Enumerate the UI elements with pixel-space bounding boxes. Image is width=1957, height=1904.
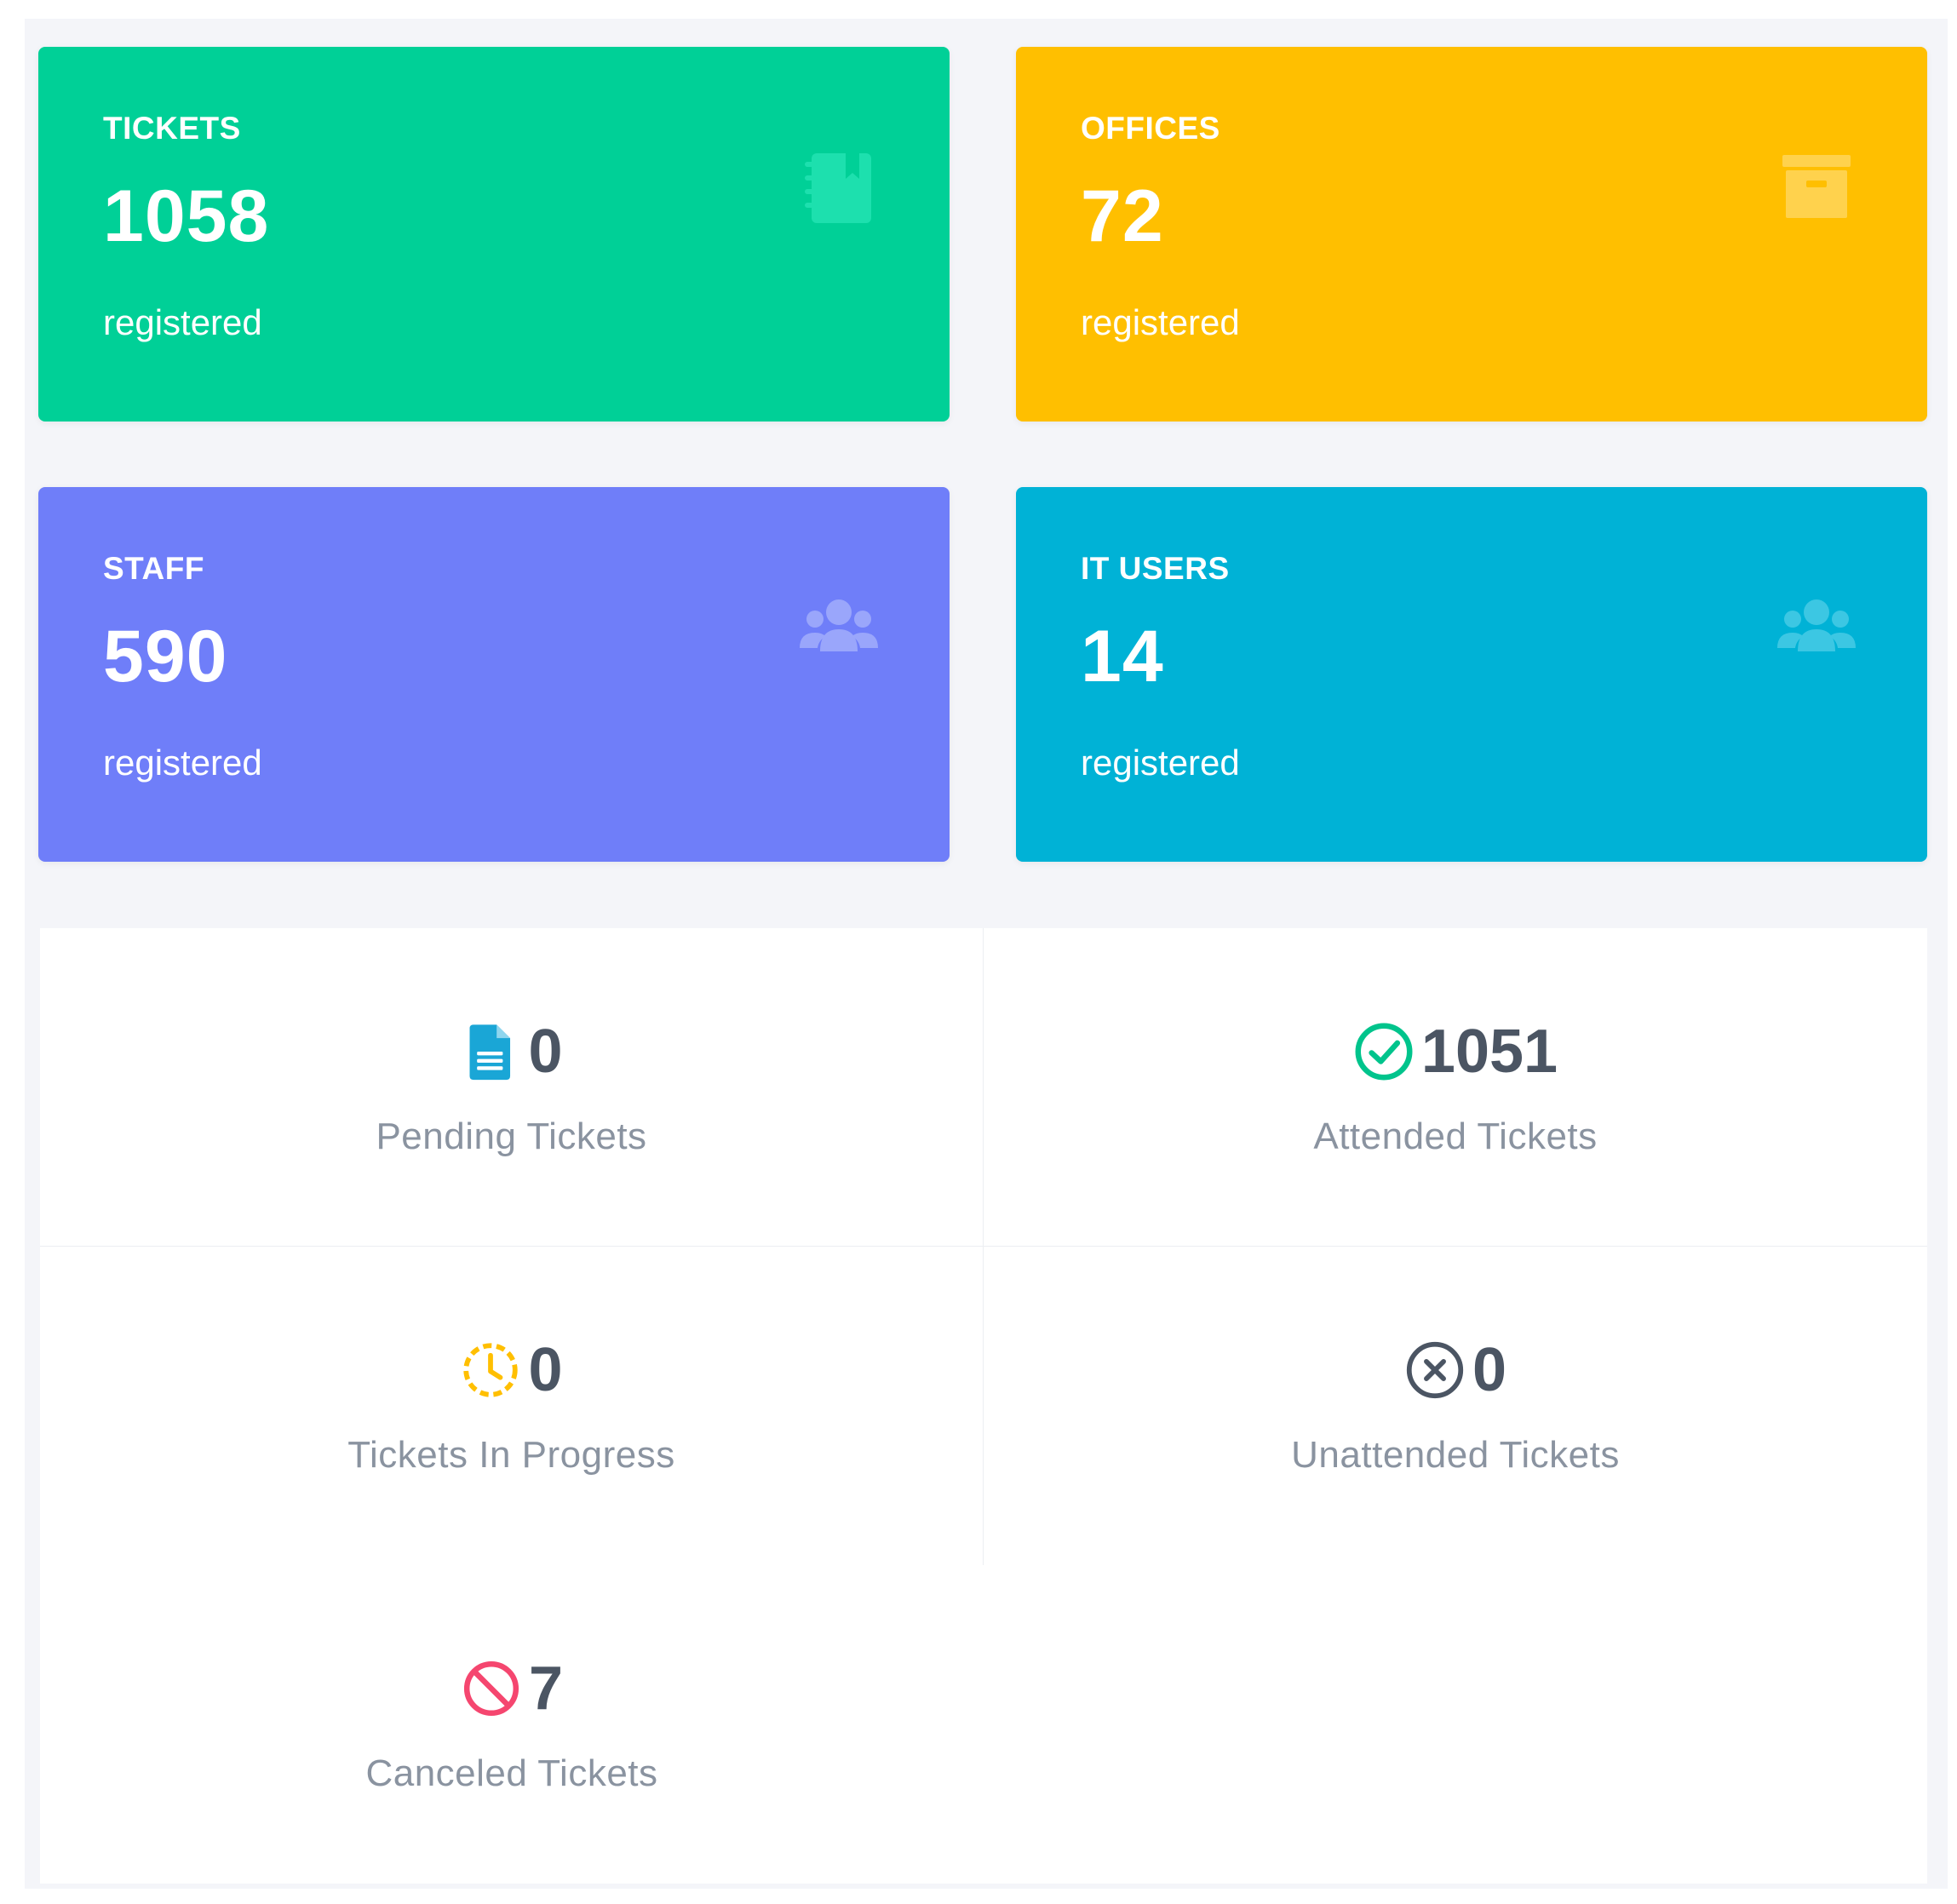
tickets-card-value: 1058 xyxy=(103,175,270,257)
offices-card-sub: registered xyxy=(1081,302,1240,342)
tickets-in-progress-label: Tickets In Progress xyxy=(347,1434,675,1476)
users-icon xyxy=(800,599,878,651)
attended-tickets-label: Attended Tickets xyxy=(1313,1115,1598,1157)
clock-dashed-icon xyxy=(463,1343,519,1397)
it-users-card-value: 14 xyxy=(1081,616,1164,697)
canceled-tickets-value: 7 xyxy=(528,1655,564,1723)
users-icon xyxy=(1777,599,1856,651)
pending-tickets-label: Pending Tickets xyxy=(376,1115,647,1157)
pending-tickets-stat[interactable]: 0 Pending Tickets xyxy=(40,928,984,1247)
staff-card[interactable]: STAFF 590 registered xyxy=(38,487,950,862)
tickets-card[interactable]: TICKETS 1058 registered xyxy=(38,47,950,422)
unattended-tickets-label: Unattended Tickets xyxy=(1291,1434,1620,1476)
ban-icon xyxy=(463,1660,519,1717)
offices-card[interactable]: OFFICES 72 registered xyxy=(1016,47,1927,422)
ticket-stats-panel: 0 Pending Tickets 1051 Attended Tickets … xyxy=(40,928,1927,1884)
tickets-card-sub: registered xyxy=(103,302,262,342)
tickets-card-label: TICKETS xyxy=(103,111,241,146)
x-circle-icon xyxy=(1406,1341,1464,1399)
canceled-tickets-label: Canceled Tickets xyxy=(365,1752,658,1794)
unattended-tickets-value: 0 xyxy=(1472,1336,1507,1404)
it-users-card[interactable]: IT USERS 14 registered xyxy=(1016,487,1927,862)
canceled-tickets-stat[interactable]: 7 Canceled Tickets xyxy=(40,1565,984,1884)
archive-box-icon xyxy=(1782,155,1851,218)
document-icon xyxy=(469,1024,511,1081)
tickets-in-progress-value: 0 xyxy=(528,1336,563,1404)
unattended-tickets-stat[interactable]: 0 Unattended Tickets xyxy=(984,1247,1927,1565)
attended-tickets-value: 1051 xyxy=(1420,1018,1558,1086)
check-circle-icon xyxy=(1355,1023,1413,1081)
it-users-card-label: IT USERS xyxy=(1081,551,1230,586)
staff-card-sub: registered xyxy=(103,743,262,783)
pending-tickets-value: 0 xyxy=(528,1018,563,1086)
offices-card-value: 72 xyxy=(1081,175,1164,257)
staff-card-value: 590 xyxy=(103,616,228,697)
attended-tickets-stat[interactable]: 1051 Attended Tickets xyxy=(984,928,1927,1247)
staff-card-label: STAFF xyxy=(103,551,204,586)
tickets-in-progress-stat[interactable]: 0 Tickets In Progress xyxy=(40,1247,984,1565)
it-users-card-sub: registered xyxy=(1081,743,1240,783)
notebook-icon xyxy=(805,153,871,223)
offices-card-label: OFFICES xyxy=(1081,111,1220,146)
